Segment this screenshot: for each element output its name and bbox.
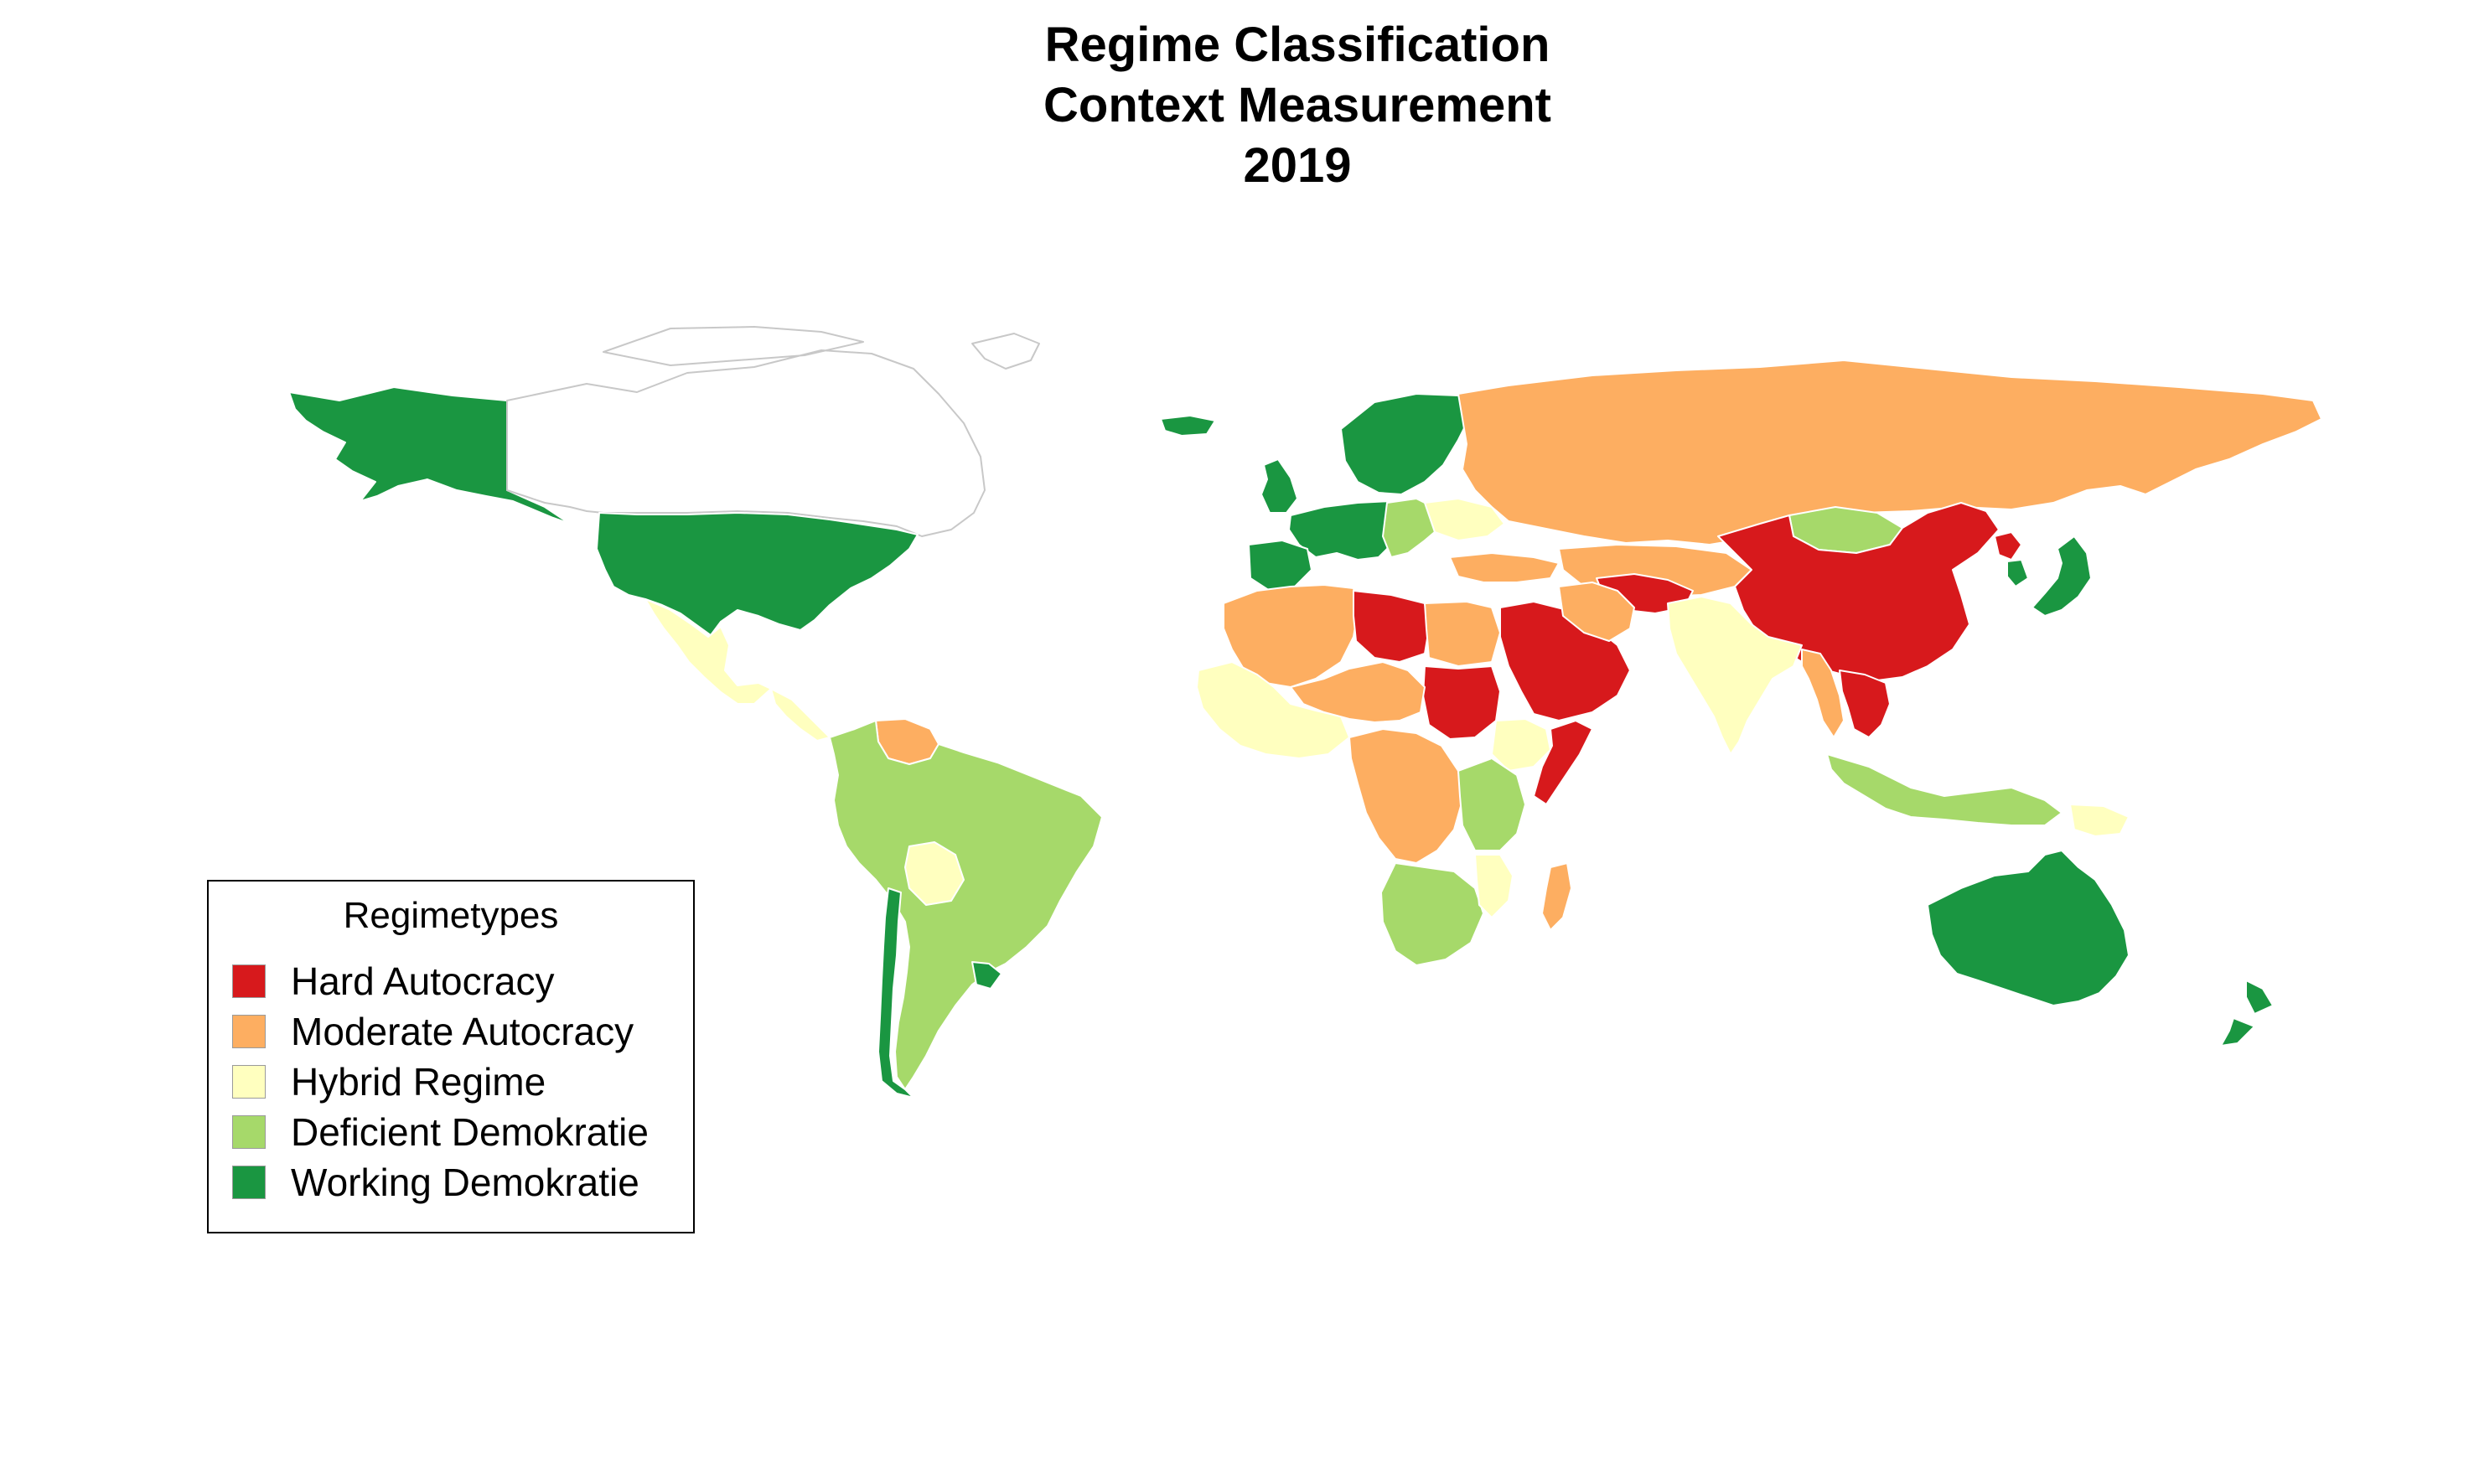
region-eastern-europe: [1382, 498, 1442, 558]
region-russia: [1457, 359, 2322, 546]
region-libya: [1353, 590, 1430, 663]
region-canada: [506, 326, 986, 537]
legend-item-deficient-demokratie: Deficient Demokratie: [232, 1109, 649, 1155]
legend-swatch: [232, 1115, 266, 1149]
legend-swatch: [232, 964, 266, 998]
legend-swatch: [232, 1015, 266, 1048]
region-iberia: [1248, 540, 1312, 592]
region-indonesia: [1826, 753, 2063, 826]
legend-label: Moderate Autocracy: [291, 1010, 634, 1053]
region-greenland: [971, 333, 1040, 370]
region-madagascar: [1541, 862, 1572, 931]
region-vietnam-laos: [1839, 670, 1891, 738]
region-new-zealand: [2220, 980, 2274, 1047]
region-iran: [1558, 582, 1635, 642]
region-north-korea: [1994, 531, 2022, 561]
region-central-america: [770, 688, 831, 742]
region-ukraine: [1424, 498, 1505, 541]
region-sudan: [1422, 665, 1501, 740]
region-south-america: [829, 720, 1103, 1090]
region-uruguay: [971, 961, 1002, 990]
legend-label: Hybrid Regime: [291, 1060, 546, 1104]
map-title: Regime Classification Context Measuremen…: [0, 15, 2474, 196]
title-line-2: Context Measurement: [1043, 78, 1551, 132]
title-line-3: 2019: [1243, 138, 1352, 193]
region-central-africa: [1348, 728, 1463, 864]
region-united-states: [596, 512, 919, 636]
region-turkey: [1449, 552, 1560, 583]
legend-item-working-demokratie: Working Demokratie: [232, 1160, 639, 1205]
legend-title: Regimetypes: [343, 895, 559, 936]
region-southern-africa: [1380, 862, 1484, 966]
region-japan: [2031, 535, 2092, 617]
region-myanmar: [1801, 649, 1845, 738]
region-sahel: [1290, 661, 1426, 723]
region-east-africa: [1457, 758, 1526, 851]
region-papua-new-guinea: [2069, 804, 2130, 837]
region-ethiopia: [1491, 718, 1551, 772]
legend-swatch: [232, 1166, 266, 1199]
region-egypt: [1424, 601, 1501, 667]
legend-item-hard-autocracy: Hard Autocracy: [232, 959, 554, 1004]
region-bolivia: [904, 841, 965, 906]
legend-item-hybrid-regime: Hybrid Regime: [232, 1059, 546, 1104]
legend-item-moderate-autocracy: Moderate Autocracy: [232, 1009, 634, 1054]
region-scandinavia: [1340, 393, 1472, 495]
legend-label: Working Demokratie: [291, 1161, 639, 1204]
region-somalia: [1533, 720, 1593, 805]
region-iceland: [1160, 415, 1216, 437]
region-united-kingdom: [1260, 458, 1298, 514]
region-south-korea: [2006, 559, 2029, 587]
region-mozambique: [1474, 854, 1514, 918]
legend-label: Hard Autocracy: [291, 959, 555, 1003]
legend-swatch: [232, 1065, 266, 1099]
region-india: [1667, 596, 1803, 755]
title-line-1: Regime Classification: [1044, 18, 1550, 72]
region-maghreb: [1223, 584, 1359, 688]
legend-label: Deficient Demokratie: [291, 1110, 649, 1154]
region-west-africa: [1196, 661, 1350, 759]
region-chile: [877, 887, 914, 1099]
region-alaska: [288, 386, 571, 525]
region-australia: [1927, 850, 2130, 1006]
legend: Regimetypes Hard Autocracy Moderate Auto…: [207, 880, 695, 1233]
